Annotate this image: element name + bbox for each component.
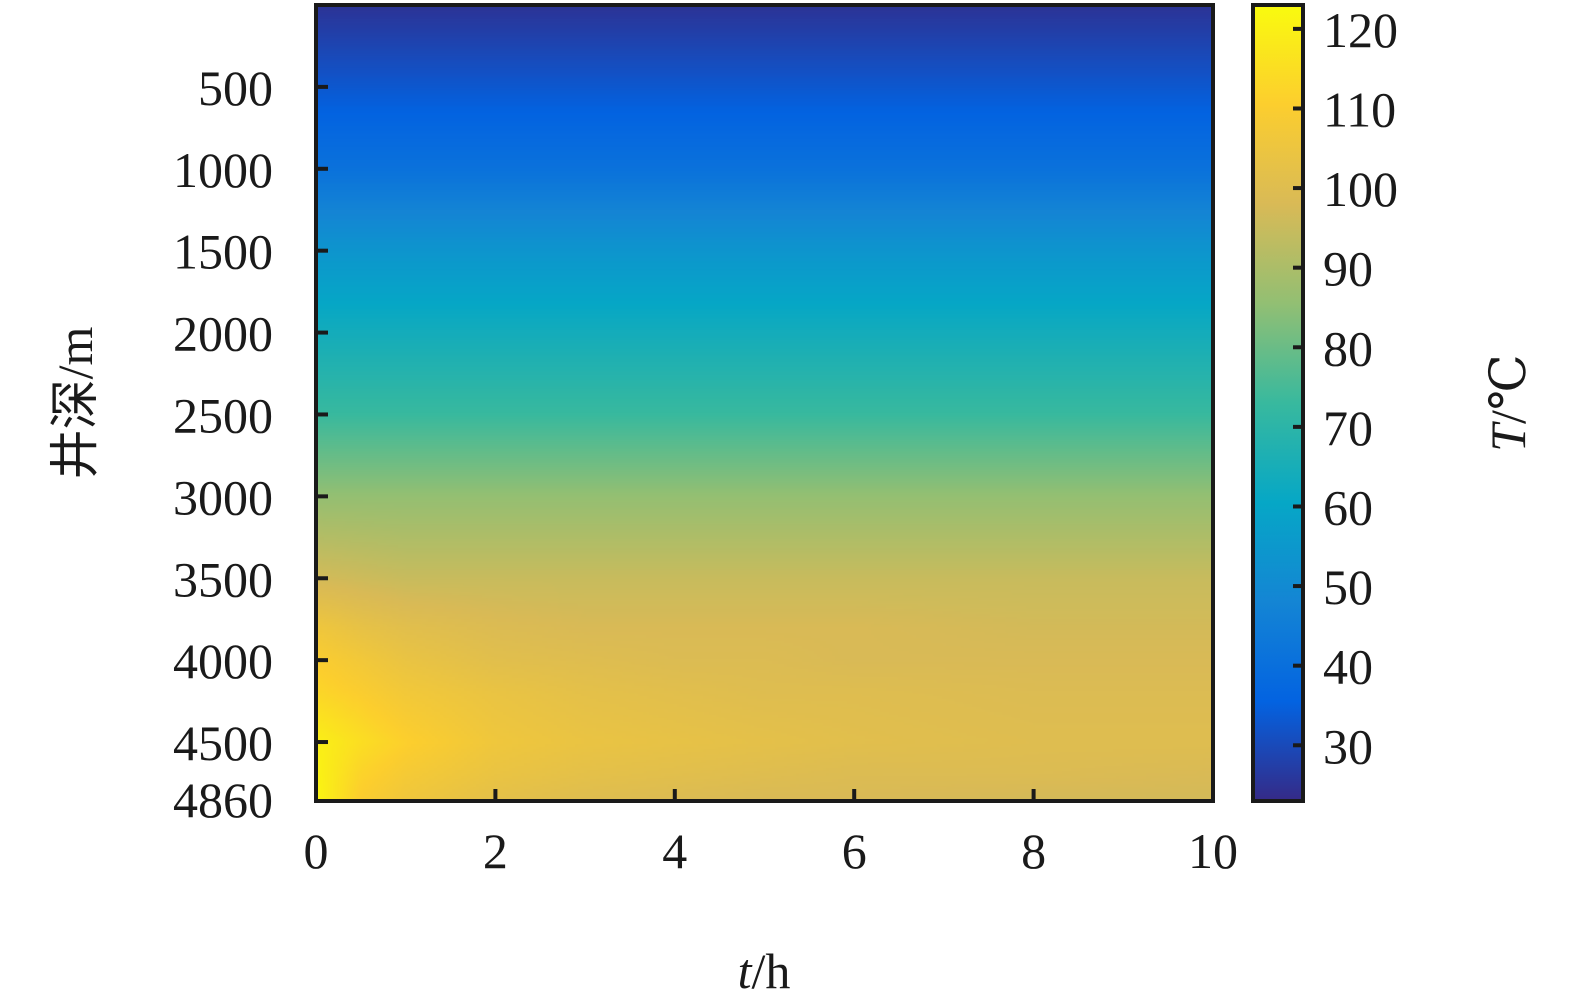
colorbar [1251,3,1305,803]
x-tick-label: 0 [304,823,329,879]
y-axis-label: 井深/m [47,327,103,480]
y-tick-label: 500 [198,60,273,116]
colorbar-axis: 30 40 50 60 70 80 90 100 110 120 [1293,2,1398,774]
x-axis: 0 2 4 6 8 10 [304,789,1238,879]
colorbar-tick-label: 120 [1323,2,1398,58]
plot-frame [314,3,1215,803]
colorbar-tick-label: 70 [1323,400,1373,456]
y-tick-label: 4500 [173,715,273,771]
colorbar-tick-label: 40 [1323,639,1373,695]
colorbar-tick-label: 50 [1323,559,1373,615]
y-tick-label: 1500 [173,224,273,280]
y-tick-label: 1000 [173,142,273,198]
x-tick-label: 4 [662,823,687,879]
y-tick-label: 2500 [173,387,273,443]
x-axis-label: t/h [738,943,791,997]
colorbar-tick-label: 60 [1323,479,1373,535]
x-tick-label: 6 [842,823,867,879]
temperature-heatmap [316,5,1213,801]
x-tick-label: 2 [483,823,508,879]
y-tick-label: 4860 [173,772,273,828]
colorbar-tick-label: 100 [1323,161,1398,217]
colorbar-tick-label: 80 [1323,320,1373,376]
colorbar-tick-label: 30 [1323,718,1373,774]
colorbar-tick-label: 110 [1323,81,1396,137]
colorbar-label: T/℃ [1480,354,1536,452]
x-tick-label: 8 [1021,823,1046,879]
x-tick-label: 10 [1188,823,1238,879]
colorbar-tick-label: 90 [1323,241,1373,297]
y-tick-label: 3500 [173,551,273,607]
y-tick-label: 4000 [173,633,273,689]
y-tick-label: 2000 [173,306,273,362]
y-tick-label: 3000 [173,469,273,525]
